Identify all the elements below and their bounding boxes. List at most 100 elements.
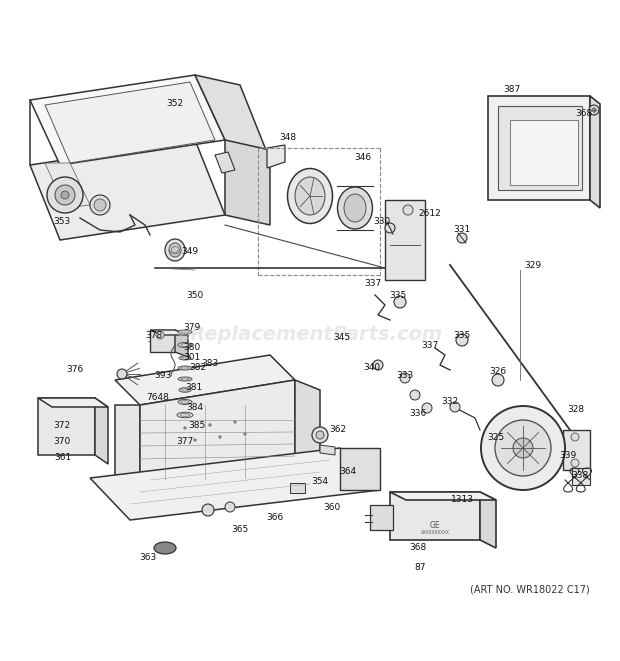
Text: 370: 370 — [53, 438, 71, 446]
Ellipse shape — [178, 330, 192, 334]
Text: 337: 337 — [365, 278, 382, 288]
Polygon shape — [195, 75, 270, 160]
Text: 1313: 1313 — [451, 496, 474, 504]
Polygon shape — [320, 445, 335, 455]
Ellipse shape — [182, 389, 188, 391]
Polygon shape — [150, 330, 175, 352]
Polygon shape — [38, 398, 108, 407]
Polygon shape — [90, 448, 380, 520]
Circle shape — [117, 369, 127, 379]
Circle shape — [410, 390, 420, 400]
Text: 87: 87 — [414, 563, 426, 572]
Circle shape — [403, 205, 413, 215]
Circle shape — [492, 374, 504, 386]
Circle shape — [571, 433, 579, 441]
Polygon shape — [390, 492, 480, 540]
Text: 337: 337 — [422, 340, 438, 350]
Text: 330: 330 — [373, 217, 391, 227]
Text: 376: 376 — [66, 366, 84, 375]
Text: 335: 335 — [389, 290, 407, 299]
Circle shape — [55, 185, 75, 205]
Text: 354: 354 — [311, 477, 329, 486]
Ellipse shape — [337, 187, 373, 229]
Circle shape — [495, 420, 551, 476]
Text: 348: 348 — [280, 134, 296, 143]
Text: (ART NO. WR18022 C17): (ART NO. WR18022 C17) — [470, 585, 590, 595]
Circle shape — [457, 233, 467, 243]
Ellipse shape — [169, 243, 181, 257]
Text: 383: 383 — [202, 358, 219, 368]
Polygon shape — [215, 152, 235, 173]
Ellipse shape — [179, 388, 191, 392]
Circle shape — [90, 195, 110, 215]
Circle shape — [450, 402, 460, 412]
Circle shape — [156, 331, 164, 339]
Text: 366: 366 — [267, 514, 283, 522]
Ellipse shape — [165, 239, 185, 261]
Ellipse shape — [182, 357, 188, 359]
Circle shape — [373, 360, 383, 370]
Polygon shape — [295, 380, 320, 470]
Text: 325: 325 — [487, 434, 505, 442]
Circle shape — [234, 420, 236, 424]
Circle shape — [61, 191, 69, 199]
Text: 364: 364 — [339, 467, 356, 477]
Ellipse shape — [178, 366, 192, 370]
Bar — [290, 483, 305, 493]
Text: 332: 332 — [441, 397, 459, 407]
Polygon shape — [30, 75, 225, 165]
Circle shape — [193, 438, 197, 442]
Ellipse shape — [178, 399, 192, 405]
Text: 353: 353 — [53, 217, 71, 227]
Text: 328: 328 — [567, 405, 585, 414]
Text: 329: 329 — [525, 260, 541, 270]
Text: 384: 384 — [187, 403, 203, 412]
Text: 378: 378 — [145, 330, 162, 340]
Circle shape — [400, 373, 410, 383]
Ellipse shape — [180, 413, 190, 416]
Text: 336: 336 — [409, 408, 427, 418]
Text: 365: 365 — [231, 525, 249, 535]
Text: 352: 352 — [166, 98, 184, 108]
Text: 368: 368 — [575, 108, 593, 118]
Polygon shape — [45, 82, 215, 163]
Circle shape — [208, 424, 211, 426]
Circle shape — [456, 334, 468, 346]
Polygon shape — [140, 380, 295, 480]
Polygon shape — [480, 492, 496, 548]
Text: GE: GE — [430, 520, 440, 529]
Ellipse shape — [178, 342, 192, 348]
Text: 301: 301 — [184, 354, 201, 362]
Circle shape — [202, 504, 214, 516]
Polygon shape — [390, 492, 496, 500]
Ellipse shape — [179, 356, 191, 360]
Text: 7648: 7648 — [146, 393, 169, 403]
Circle shape — [422, 403, 432, 413]
Text: 393: 393 — [154, 371, 172, 379]
Circle shape — [218, 436, 221, 438]
Circle shape — [94, 199, 106, 211]
Circle shape — [385, 223, 395, 233]
Text: 333: 333 — [396, 371, 414, 379]
Ellipse shape — [295, 177, 325, 215]
Ellipse shape — [181, 367, 189, 369]
Text: 372: 372 — [53, 420, 71, 430]
Text: 382: 382 — [190, 364, 206, 373]
Text: 340: 340 — [363, 364, 381, 373]
Polygon shape — [175, 330, 188, 357]
Polygon shape — [510, 120, 578, 185]
Text: 377: 377 — [176, 438, 193, 446]
Circle shape — [316, 431, 324, 439]
Text: 362: 362 — [329, 426, 347, 434]
Text: eReplacementParts.com: eReplacementParts.com — [177, 325, 443, 344]
Ellipse shape — [181, 330, 189, 333]
Polygon shape — [115, 355, 295, 405]
Circle shape — [571, 459, 579, 467]
Ellipse shape — [181, 401, 189, 403]
Circle shape — [513, 438, 533, 458]
Ellipse shape — [154, 542, 176, 554]
Text: 345: 345 — [334, 334, 350, 342]
Text: 368: 368 — [409, 543, 427, 553]
Circle shape — [225, 502, 235, 512]
Ellipse shape — [177, 412, 193, 418]
